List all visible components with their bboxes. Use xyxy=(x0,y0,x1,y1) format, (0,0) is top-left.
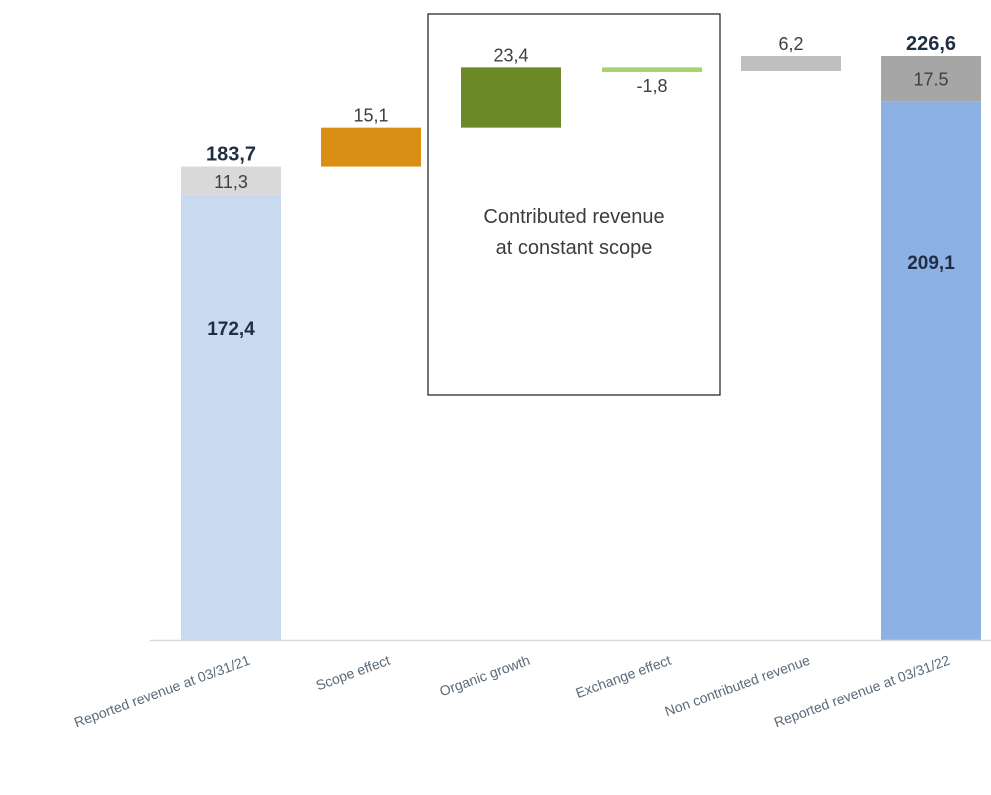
value-label-reported-revenue-at-03-31-21-segment-1: 172,4 xyxy=(207,319,255,340)
bar-reported-revenue-at-03-31-22-segment-2 xyxy=(881,56,981,102)
category-labels-group: Reported revenue at 03/31/21 Scope effect… xyxy=(72,652,952,731)
category-label-organic-growth: Organic growth xyxy=(437,652,532,700)
value-label-exchange-effect: -1,8 xyxy=(636,76,667,96)
annotation-box-group xyxy=(427,13,721,396)
bar-reported-revenue-at-03-31-21-segment-2 xyxy=(181,166,281,196)
value-label-non-contributed-revenue: 6,2 xyxy=(778,34,803,54)
category-label-exchange-effect: Exchange effect xyxy=(573,652,673,701)
annotation-box xyxy=(427,13,721,396)
value-label-organic-growth: 23,4 xyxy=(493,45,528,65)
bar-non-contributed-revenue xyxy=(741,56,841,71)
category-label-scope-effect: Scope effect xyxy=(314,652,392,694)
value-label-reported-revenue-at-03-31-22-segment-1: 209,1 xyxy=(907,253,955,274)
bar-reported-revenue-at-03-31-22-segment-1 xyxy=(881,101,981,640)
annotation-line-1: Contributed revenue xyxy=(483,206,665,228)
bars-group xyxy=(181,56,981,640)
category-label-reported-revenue-at-03-31-21: Reported revenue at 03/31/21 xyxy=(72,652,252,731)
value-label-scope-effect: 15,1 xyxy=(353,106,388,126)
bar-reported-revenue-at-03-31-21-segment-1 xyxy=(181,195,281,640)
annotation-box-label: Contributed revenue at constant scope xyxy=(428,202,720,264)
bar-organic-growth xyxy=(461,67,561,128)
value-label-reported-revenue-at-03-31-22-segment-2: 17.5 xyxy=(913,70,948,90)
bar-exchange-effect xyxy=(602,67,702,72)
total-label-reported-revenue-at-03-31-21: 183,7 xyxy=(206,144,256,166)
bar-scope-effect xyxy=(321,127,421,167)
value-labels-group: 172,4 11,3 183,7 15,1 23,4 -1,8 6,2 209,1 17.5 22… xyxy=(206,33,956,340)
value-label-reported-revenue-at-03-31-21-segment-2: 11,3 xyxy=(214,172,248,192)
annotation-line-2: at constant scope xyxy=(495,237,653,259)
total-label-reported-revenue-at-03-31-22: 226,6 xyxy=(906,33,956,55)
